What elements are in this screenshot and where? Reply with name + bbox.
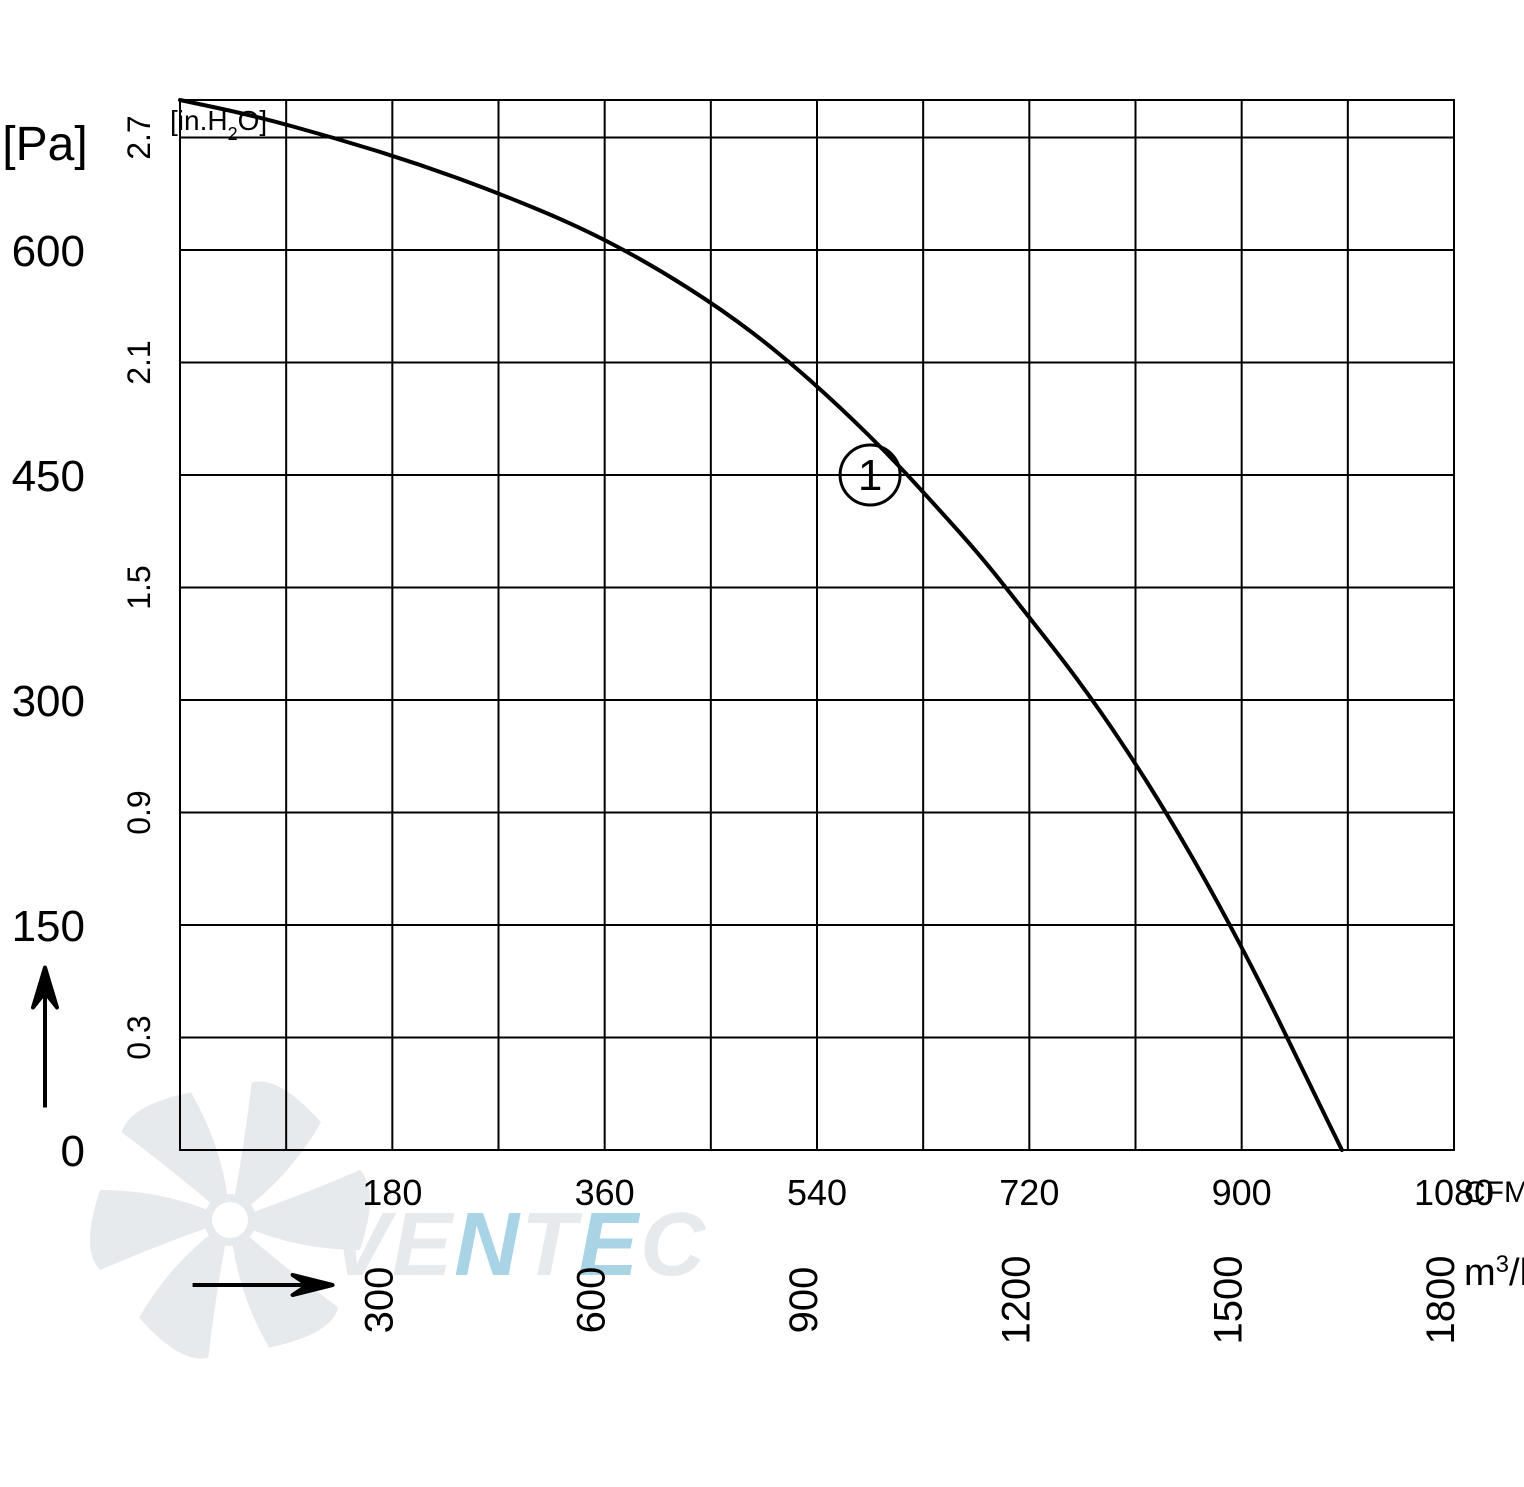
y-tick-h2o: 1.5 (121, 565, 157, 609)
x-tick-cfm: 900 (1212, 1172, 1272, 1213)
x-axis-unit-m3h: m3/h (1464, 1251, 1524, 1295)
x-tick-m3h: 600 (570, 1267, 614, 1334)
x-axis-unit-cfm: CFM (1464, 1176, 1524, 1209)
fan-performance-chart: VENTEC10150300450600[Pa]0.30.91.52.12.7[… (0, 0, 1524, 1487)
x-tick-m3h: 900 (782, 1267, 826, 1334)
y-tick-pa: 150 (12, 902, 85, 951)
y-tick-h2o: 2.1 (121, 340, 157, 384)
x-tick-m3h: 300 (357, 1267, 401, 1334)
x-tick-cfm: 360 (575, 1172, 635, 1213)
y-tick-pa: 600 (12, 227, 85, 276)
x-tick-cfm: 540 (787, 1172, 847, 1213)
y-tick-h2o: 0.3 (121, 1015, 157, 1059)
y-axis-h2o-ticks: 0.3 0.9 1.5 2.1 2.7 (121, 115, 157, 1059)
y-axis-arrow-icon (33, 968, 57, 1108)
y-tick-h2o: 2.7 (121, 115, 157, 159)
y-axis-pa-ticks: 0 150 300 450 600 (12, 227, 85, 1176)
y-tick-pa: 450 (12, 452, 85, 501)
x-tick-m3h: 1800 (1419, 1256, 1463, 1345)
x-tick-cfm: 180 (362, 1172, 422, 1213)
svg-text:1: 1 (858, 451, 882, 500)
x-tick-m3h: 1500 (1207, 1256, 1251, 1345)
y-tick-h2o: 0.9 (121, 790, 157, 834)
performance-curve-1 (180, 100, 1342, 1150)
x-tick-m3h: 1200 (994, 1256, 1038, 1345)
y-tick-pa: 0 (61, 1127, 85, 1176)
y-axis-label-pa: [Pa] (2, 118, 87, 171)
y-tick-pa: 300 (12, 677, 85, 726)
x-tick-cfm: 720 (999, 1172, 1059, 1213)
